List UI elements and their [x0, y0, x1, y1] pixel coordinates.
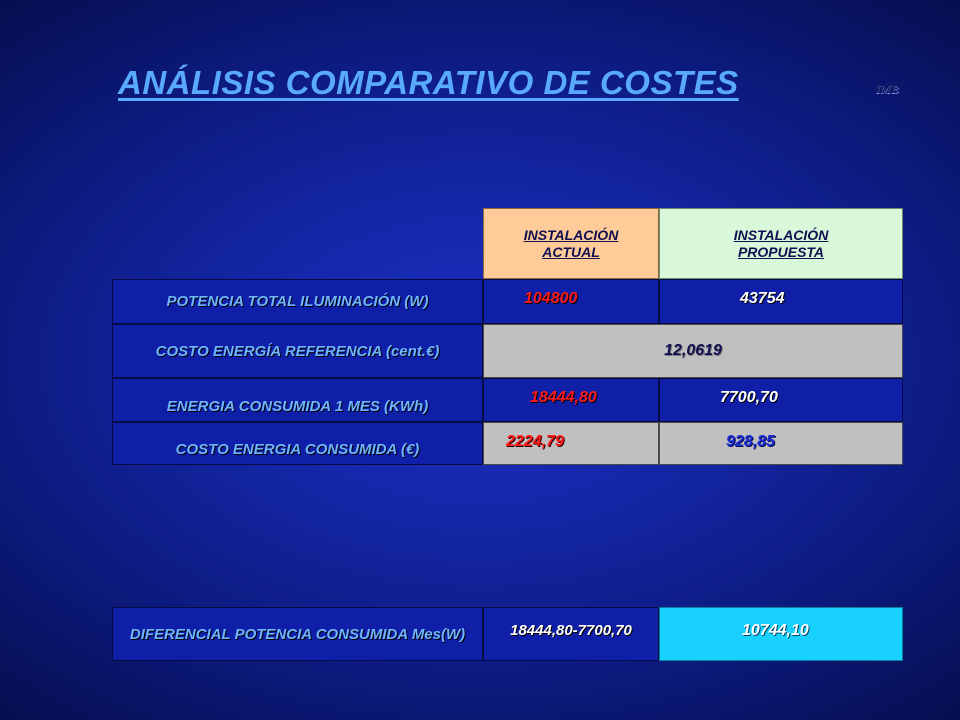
- cell-propuesta-energia: 7700,70: [659, 378, 903, 422]
- row-label-energia-consumida: ENERGIA CONSUMIDA 1 MES (KWh): [112, 378, 483, 422]
- page-title: ANÁLISIS COMPARATIVO DE COSTES: [118, 64, 739, 101]
- row-label-text: COSTO ENERGIA CONSUMIDA (€): [175, 441, 420, 458]
- differential-formula: 18444,80-7700,70: [483, 607, 659, 661]
- header-instalacion-propuesta: INSTALACIÓN PROPUESTA: [659, 208, 903, 279]
- row-label-text: ENERGIA CONSUMIDA 1 MES (KWh): [166, 397, 429, 415]
- value-text: 928,85: [726, 433, 775, 450]
- value-text: 12,0619: [664, 342, 722, 359]
- row-label-text: POTENCIA TOTAL ILUMINACIÓN (W): [166, 293, 429, 310]
- cell-actual-potencia: 104800: [483, 279, 659, 324]
- differential-label: DIFERENCIAL POTENCIA CONSUMIDA Mes(W): [112, 607, 483, 661]
- row-label-costo-energia: COSTO ENERGIA CONSUMIDA (€): [112, 422, 483, 465]
- value-text: 7700,70: [720, 389, 778, 406]
- header-instalacion-actual: INSTALACIÓN ACTUAL: [483, 208, 659, 279]
- cell-costo-referencia-shared: 12,0619: [483, 324, 903, 378]
- value-text: 18444,80: [530, 389, 597, 406]
- differential-label-text: DIFERENCIAL POTENCIA CONSUMIDA Mes(W): [129, 625, 466, 643]
- formula-text: 18444,80-7700,70: [510, 622, 632, 639]
- cell-propuesta-potencia: 43754: [659, 279, 903, 324]
- value-text: 104800: [524, 290, 578, 307]
- cell-propuesta-costo: 928,85: [659, 422, 903, 465]
- row-label-text: COSTO ENERGÍA REFERENCIA (cent.€): [155, 342, 440, 360]
- result-text: 10744,10: [742, 622, 809, 639]
- row-label-potencia-total: POTENCIA TOTAL ILUMINACIÓN (W): [112, 279, 483, 324]
- header-propuesta-label: INSTALACIÓN PROPUESTA: [733, 226, 829, 260]
- row-label-costo-referencia: COSTO ENERGÍA REFERENCIA (cent.€): [112, 324, 483, 378]
- differential-result: 10744,10: [659, 607, 903, 661]
- cell-actual-energia: 18444,80: [483, 378, 659, 422]
- author-initials: IMB: [876, 82, 900, 96]
- value-text: 2224,79: [506, 433, 564, 450]
- header-actual-label: INSTALACIÓN ACTUAL: [523, 226, 619, 260]
- value-text: 43754: [740, 290, 785, 307]
- cell-actual-costo: 2224,79: [483, 422, 659, 465]
